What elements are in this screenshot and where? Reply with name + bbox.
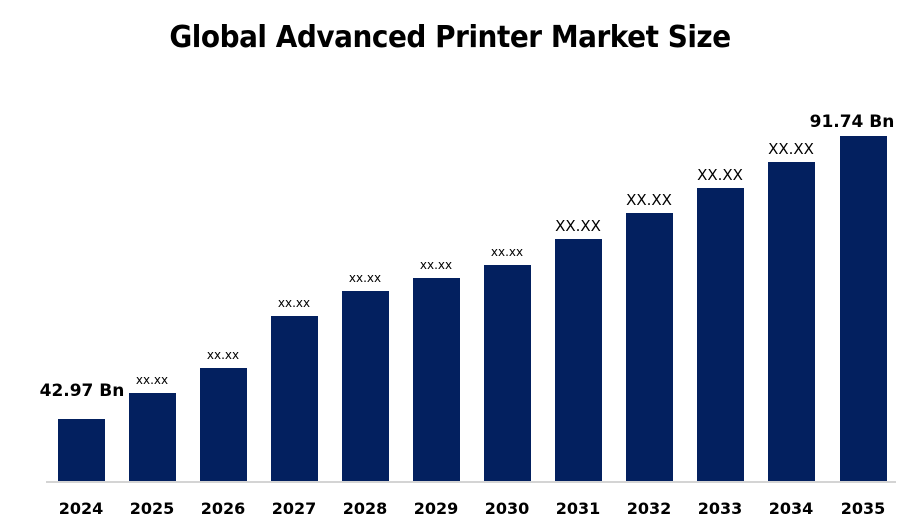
bar-2033	[697, 188, 744, 481]
data-label-2035: 91.74 Bn	[809, 112, 895, 132]
data-label-2024: 42.97 Bn	[39, 381, 125, 401]
x-tick-2033: 2033	[697, 499, 743, 518]
bar-2027	[271, 316, 318, 481]
x-tick-2028: 2028	[342, 499, 388, 518]
x-tick-2034: 2034	[768, 499, 814, 518]
chart-title: Global Advanced Printer Market Size	[169, 20, 731, 55]
x-tick-2031: 2031	[555, 499, 601, 518]
bar-2030	[484, 265, 531, 481]
bar-2029	[413, 278, 460, 481]
x-tick-2024: 2024	[58, 499, 104, 518]
data-label-2027: xx.xx	[277, 296, 311, 310]
x-tick-2027: 2027	[271, 499, 317, 518]
data-label-2026: xx.xx	[206, 348, 240, 362]
x-tick-2025: 2025	[129, 499, 175, 518]
x-tick-2029: 2029	[413, 499, 459, 518]
bar-2028	[342, 291, 389, 481]
data-label-2032: XX.XX	[626, 191, 672, 209]
x-tick-2026: 2026	[200, 499, 246, 518]
data-label-2029: xx.xx	[419, 258, 453, 272]
bar-2031	[555, 239, 602, 481]
x-tick-2030: 2030	[484, 499, 530, 518]
bar-2034	[768, 162, 815, 481]
data-label-2030: xx.xx	[490, 245, 524, 259]
bar-2025	[129, 393, 176, 481]
x-axis-line	[46, 481, 896, 483]
data-label-2025: xx.xx	[135, 373, 169, 387]
x-tick-2032: 2032	[626, 499, 672, 518]
x-tick-2035: 2035	[840, 499, 886, 518]
data-label-2034: XX.XX	[768, 140, 814, 158]
data-label-2033: XX.XX	[697, 166, 743, 184]
bar-2026	[200, 368, 247, 481]
data-label-2028: xx.xx	[348, 271, 382, 285]
bar-2032	[626, 213, 673, 481]
data-label-2031: XX.XX	[555, 217, 601, 235]
bar-2035	[840, 136, 887, 481]
bar-2024	[58, 419, 105, 481]
